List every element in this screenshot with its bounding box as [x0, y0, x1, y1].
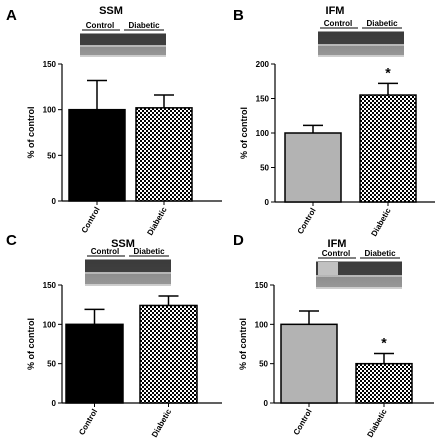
- panel-letter: B: [233, 7, 244, 24]
- panel-title: IFM: [326, 5, 345, 17]
- y-tick-label: 50: [260, 164, 269, 173]
- panel-letter: A: [6, 7, 17, 24]
- blot-label-diabetic: Diabetic: [364, 249, 396, 258]
- bar-control: [280, 323, 338, 404]
- blot-band-lower: [80, 47, 166, 55]
- y-tick-label: 150: [256, 95, 270, 104]
- blot-band-lower: [85, 274, 171, 284]
- x-tick-label: Diabetic: [365, 407, 389, 439]
- bar-control: [65, 323, 124, 404]
- x-tick-label: Control: [296, 207, 318, 236]
- blot-band-upper: [85, 260, 171, 272]
- blot-label-control: Control: [324, 19, 352, 28]
- blot-band-lower: [316, 277, 402, 287]
- y-tick-label: 100: [43, 320, 57, 329]
- western-blot: Control Diabetic: [318, 19, 404, 57]
- y-tick-label: 0: [264, 399, 269, 408]
- y-tick-label: 0: [52, 197, 57, 206]
- x-tick-label: Control: [292, 408, 314, 437]
- blot-label-diabetic: Diabetic: [128, 21, 160, 30]
- y-tick-label: 100: [256, 129, 270, 138]
- y-tick-label: 100: [255, 320, 269, 329]
- y-axis-label: % of control: [239, 107, 249, 159]
- western-blot: Control Diabetic: [85, 247, 171, 286]
- x-tick-label: Control: [80, 206, 102, 235]
- y-tick-label: 150: [43, 60, 57, 69]
- blot-label-control: Control: [86, 21, 114, 30]
- y-tick-label: 50: [259, 360, 268, 369]
- blot-label-control: Control: [322, 249, 350, 258]
- y-tick-label: 50: [47, 360, 56, 369]
- y-axis-label: % of control: [26, 318, 36, 370]
- significance-star: *: [385, 64, 391, 80]
- blot-band-lower: [318, 46, 404, 55]
- y-axis-label: % of control: [26, 107, 36, 159]
- y-axis-label: % of control: [238, 318, 248, 370]
- western-blot: Control Diabetic: [80, 21, 166, 57]
- y-tick-label: 0: [52, 399, 57, 408]
- blot-label-diabetic: Diabetic: [366, 19, 398, 28]
- bar-control: [284, 132, 342, 203]
- y-tick-label: 100: [43, 106, 57, 115]
- blot-label-diabetic: Diabetic: [133, 247, 165, 256]
- y-tick-label: 200: [256, 60, 270, 69]
- y-tick-label: 150: [43, 281, 57, 290]
- panel-letter: C: [6, 232, 17, 249]
- panel-title: SSM: [111, 238, 135, 250]
- bar-diabetic: [139, 304, 198, 404]
- x-tick-label: Diabetic: [369, 206, 393, 238]
- panel-title: SSM: [99, 5, 123, 17]
- panel-title: IFM: [328, 238, 347, 250]
- bar-diabetic: [359, 94, 417, 203]
- bar-control: [68, 108, 126, 202]
- y-tick-label: 50: [47, 151, 56, 160]
- blot-label-control: Control: [91, 247, 119, 256]
- significance-star: *: [381, 334, 387, 350]
- x-tick-label: Control: [77, 408, 99, 437]
- blot-band-upper: [80, 34, 166, 45]
- blot-band-upper: [318, 32, 404, 44]
- blot-lane-faint: [318, 262, 338, 275]
- x-tick-label: Diabetic: [150, 407, 174, 439]
- panel-letter: D: [233, 232, 244, 249]
- y-tick-label: 0: [265, 198, 270, 207]
- western-blot: Control Diabetic: [316, 249, 402, 289]
- bar-diabetic: [355, 362, 413, 404]
- panel-b: B IFM Control Diabetic 0 50 100 150 200 % of cont…: [233, 5, 435, 238]
- x-tick-label: Diabetic: [145, 205, 169, 237]
- y-tick-label: 150: [255, 281, 269, 290]
- panel-a: A SSM Control Diabetic 0 50 100 150 % of control…: [6, 5, 222, 237]
- bar-diabetic: [135, 107, 193, 202]
